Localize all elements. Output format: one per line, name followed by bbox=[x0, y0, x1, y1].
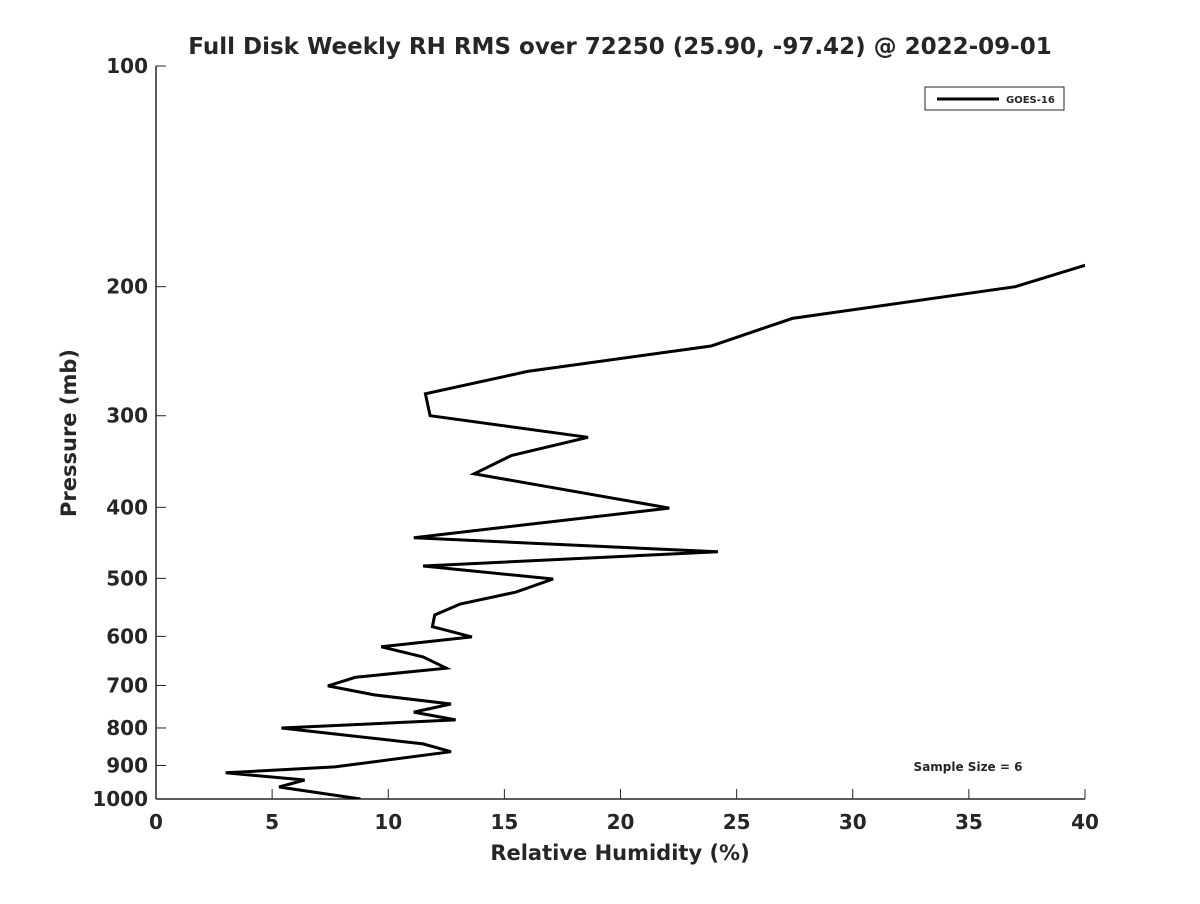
y-axis-label: Pressure (mb) bbox=[57, 349, 81, 517]
x-axis-label: Relative Humidity (%) bbox=[490, 841, 749, 865]
y-tick-label: 200 bbox=[106, 275, 148, 299]
legend-label: GOES-16 bbox=[1006, 95, 1055, 106]
sample-size-annotation: Sample Size = 6 bbox=[914, 760, 1023, 774]
x-tick-label: 0 bbox=[149, 810, 163, 834]
axes: 0 5 10 15 20 25 30 35 40 100 200 300 400 500 600 700 800… bbox=[92, 54, 1099, 834]
x-tick-label: 20 bbox=[607, 810, 635, 834]
x-tick-label: 30 bbox=[839, 810, 867, 834]
plot-area bbox=[225, 263, 1085, 799]
x-tick-label: 10 bbox=[374, 810, 402, 834]
chart-title: Full Disk Weekly RH RMS over 72250 (25.9… bbox=[188, 34, 1051, 60]
y-tick-label: 500 bbox=[106, 566, 148, 590]
y-tick-label: 1000 bbox=[92, 787, 148, 811]
y-tick-label: 600 bbox=[106, 624, 148, 648]
x-tick-label: 5 bbox=[265, 810, 279, 834]
x-tick-label: 35 bbox=[955, 810, 983, 834]
y-tick-label: 100 bbox=[106, 54, 148, 78]
legend: GOES-16 bbox=[924, 86, 1065, 111]
y-tick-label: 700 bbox=[106, 673, 148, 697]
y-tick-label: 400 bbox=[106, 495, 148, 519]
y-tick-label: 800 bbox=[106, 716, 148, 740]
x-tick-label: 15 bbox=[490, 810, 518, 834]
y-tick-label: 900 bbox=[106, 753, 148, 777]
y-tick-label: 300 bbox=[106, 404, 148, 428]
x-tick-label: 25 bbox=[723, 810, 751, 834]
series-line-goes-16 bbox=[225, 263, 1085, 799]
x-tick-label: 40 bbox=[1071, 810, 1099, 834]
